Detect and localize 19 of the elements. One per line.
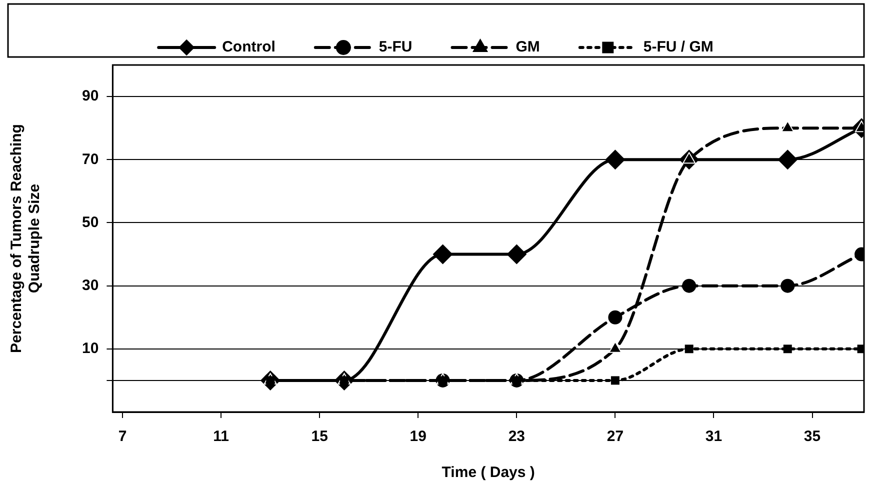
legend-label: Control [222, 38, 276, 56]
y-tick-label: 90 [82, 88, 99, 105]
legend-label: GM [516, 38, 540, 56]
x-tick-label: 19 [410, 428, 426, 446]
y-tick-label: 30 [82, 276, 99, 294]
x-tick-label: 35 [804, 428, 821, 446]
x-tick-label: 31 [705, 428, 722, 446]
legend-label: 5-FU / GM [643, 38, 714, 56]
y-axis-title: Percentage of Tumors Reaching Quadruple Size [8, 124, 44, 353]
y-tick-label: 10 [82, 340, 99, 358]
x-tick-label: 23 [508, 428, 526, 446]
x-tick-label: 11 [213, 428, 229, 446]
x-tick-label: 7 [118, 428, 127, 446]
legend-label: 5-FU [378, 38, 412, 56]
x-tick-label: 15 [311, 428, 328, 446]
y-tick-label: 70 [82, 150, 99, 168]
x-tick-label: 27 [606, 428, 624, 446]
y-tick-label: 50 [82, 214, 99, 231]
x-axis-title: Time ( Days ) [442, 464, 535, 482]
